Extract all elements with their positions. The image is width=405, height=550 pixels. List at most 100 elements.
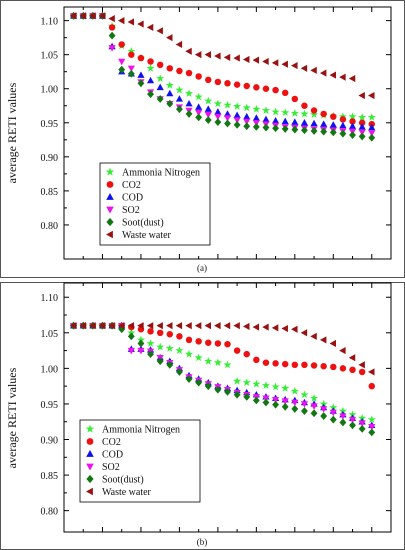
data-point — [300, 390, 309, 399]
data-point — [262, 398, 270, 407]
series-waste-water — [69, 322, 375, 376]
data-point — [329, 71, 337, 79]
data-point — [69, 322, 77, 330]
data-point — [261, 106, 271, 114]
data-point — [358, 424, 366, 433]
data-point — [185, 110, 193, 118]
data-point — [243, 122, 251, 131]
data-point — [329, 128, 337, 137]
legend-marker — [106, 206, 114, 214]
data-point — [127, 347, 135, 355]
data-point — [204, 322, 211, 330]
data-point — [271, 59, 279, 67]
data-point — [348, 354, 356, 362]
data-point — [184, 349, 194, 358]
data-point — [291, 118, 299, 125]
data-point — [348, 112, 357, 121]
data-point — [166, 322, 173, 330]
legend-item: COD — [86, 450, 123, 461]
data-point — [156, 329, 164, 337]
data-point — [262, 359, 270, 366]
data-point — [108, 15, 115, 23]
data-point — [349, 421, 356, 430]
panel-b-label: (b) — [197, 537, 208, 547]
data-point — [348, 74, 356, 83]
data-point — [271, 382, 280, 391]
data-point — [128, 51, 135, 58]
data-point — [272, 124, 279, 133]
data-point — [233, 102, 242, 110]
data-point — [137, 322, 144, 330]
data-point — [358, 91, 365, 100]
data-point — [368, 423, 376, 431]
series-ammonia-nitrogen — [69, 11, 376, 121]
data-point — [358, 413, 367, 422]
data-point — [223, 115, 232, 122]
series-cod — [70, 321, 376, 429]
data-point — [310, 110, 319, 119]
data-point — [166, 65, 174, 72]
data-point — [213, 99, 222, 108]
y-tick-label: 0.95 — [41, 119, 59, 130]
data-point — [330, 113, 337, 120]
data-point — [156, 357, 164, 366]
data-point — [233, 376, 242, 385]
data-point — [204, 116, 212, 124]
data-point — [252, 323, 260, 331]
data-point — [137, 339, 145, 348]
data-point — [329, 409, 337, 417]
data-point — [69, 12, 77, 20]
data-point — [291, 405, 299, 413]
data-point — [242, 378, 251, 387]
y-tick-label: 0.95 — [41, 400, 59, 411]
data-point — [368, 428, 376, 437]
y-tick-label: 1.10 — [41, 293, 59, 304]
data-point — [349, 118, 356, 125]
data-point — [146, 76, 155, 84]
data-point — [349, 131, 356, 139]
panel-a-label: (a) — [197, 263, 207, 273]
data-point — [204, 96, 213, 105]
data-point — [367, 415, 376, 424]
data-point — [176, 67, 183, 75]
data-point — [281, 117, 289, 125]
data-point — [175, 95, 183, 102]
data-point — [310, 409, 318, 418]
data-point — [136, 335, 145, 344]
legend-item: SO2 — [86, 462, 120, 473]
data-point — [233, 54, 240, 62]
data-point — [368, 133, 376, 142]
data-point — [137, 54, 145, 62]
data-point — [349, 366, 356, 374]
data-point — [79, 12, 86, 20]
y-tick-label: 1.10 — [41, 17, 59, 28]
data-point — [358, 132, 366, 141]
data-point — [348, 410, 357, 419]
legend-label: Soot(dust) — [122, 218, 164, 229]
panel-a-yticks: 0.80 0.85 0.90 0.95 1.00 1.05 1.10 — [41, 17, 391, 232]
data-point — [224, 387, 231, 396]
data-point — [329, 415, 337, 424]
legend-item: Waste water — [106, 230, 172, 241]
data-point — [253, 356, 260, 364]
data-point — [339, 347, 346, 355]
data-point — [108, 24, 116, 31]
data-point — [300, 329, 308, 337]
data-point — [166, 330, 174, 338]
data-point — [214, 78, 222, 86]
y-tick-label: 1.00 — [41, 85, 59, 96]
legend-item: Ammonia Nitrogen — [105, 167, 200, 179]
data-point — [156, 61, 164, 69]
series-so2 — [70, 322, 376, 431]
data-point — [320, 110, 327, 118]
y-tick-label: 0.90 — [41, 153, 59, 164]
data-point — [233, 81, 241, 88]
data-point — [185, 336, 193, 344]
data-point — [175, 322, 183, 330]
data-point — [281, 60, 288, 68]
series-so2 — [70, 13, 376, 137]
data-point — [194, 92, 203, 101]
data-point — [358, 113, 367, 121]
data-point — [195, 338, 202, 345]
legend-label: Soot(dust) — [102, 475, 144, 486]
